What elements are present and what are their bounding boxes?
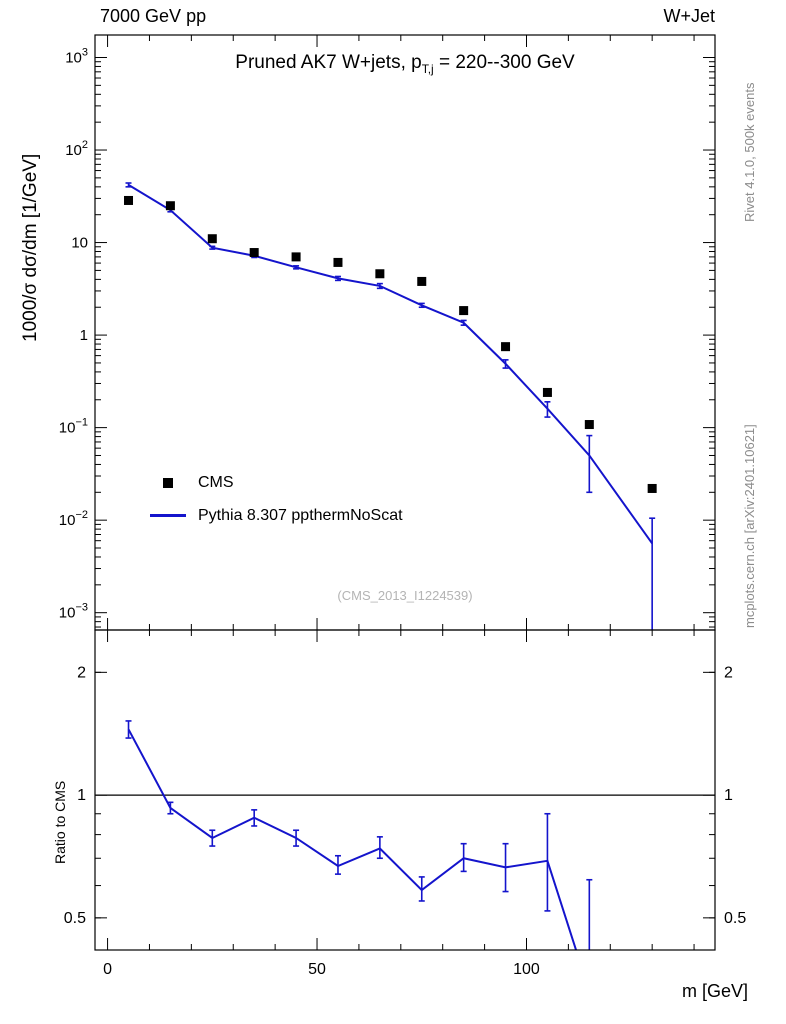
main-frame: [94, 34, 716, 631]
svg-text:2: 2: [77, 664, 86, 681]
svg-text:1: 1: [80, 327, 88, 344]
plot-title-prefix: Pruned AK7 W+jets, p: [235, 52, 422, 73]
svg-text:10−1: 10−1: [59, 417, 88, 437]
plot-title: Pruned AK7 W+jets, pT,j = 220--300 GeV: [95, 52, 715, 76]
main-y-axis-label: 1000/σ dσ/dm [1/GeV]: [20, 153, 41, 342]
legend-label-cms: CMS: [198, 473, 234, 491]
cms-marker-icon: [150, 477, 186, 488]
ratio-y-axis-label: Ratio to CMS: [52, 780, 68, 864]
svg-text:100: 100: [513, 961, 540, 978]
plot-title-suffix: = 220--300 GeV: [433, 52, 575, 73]
beam-label: 7000 GeV pp: [100, 6, 207, 26]
main-panel: 10−3 10−2 10−1 1 10 102 103: [59, 34, 716, 631]
svg-text:10: 10: [71, 235, 88, 252]
svg-text:0.5: 0.5: [64, 910, 86, 927]
svg-text:0.5: 0.5: [724, 910, 746, 927]
ratio-frame: [94, 629, 716, 951]
series-cms: [124, 195, 657, 493]
plot-title-subscript: T,j: [421, 62, 434, 76]
svg-text:10−2: 10−2: [59, 509, 88, 529]
rivet-version-note: Rivet 4.1.0, 500k events: [742, 82, 757, 222]
legend-item-pythia: Pythia 8.307 ppthermNoScat: [150, 499, 403, 532]
svg-text:103: 103: [65, 46, 88, 66]
svg-text:10−3: 10−3: [59, 602, 88, 622]
ratio-panel: 0 50 100 0.5 0.5 1 1 2 2: [64, 629, 746, 978]
svg-text:2: 2: [724, 664, 733, 681]
process-label: W+Jet: [663, 6, 715, 26]
svg-text:0: 0: [103, 961, 112, 978]
analysis-id-watermark: (CMS_2013_I1224539): [337, 588, 473, 603]
legend: CMS Pythia 8.307 ppthermNoScat: [150, 466, 403, 532]
svg-text:50: 50: [308, 961, 326, 978]
x-axis-label: m [GeV]: [681, 981, 748, 1001]
mcplots-arxiv-note: mcplots.cern.ch [arXiv:2401.10621]: [742, 424, 757, 628]
legend-label-pythia: Pythia 8.307 ppthermNoScat: [198, 506, 403, 524]
svg-text:1: 1: [77, 787, 86, 804]
legend-item-cms: CMS: [150, 466, 403, 499]
series-ratio-pythia-over-cms: [125, 720, 593, 950]
svg-text:102: 102: [65, 139, 88, 159]
svg-text:1: 1: [724, 787, 733, 804]
series-pythia-8-307-ppthermnoscat: [125, 182, 656, 630]
pythia-line-icon: [150, 514, 186, 517]
